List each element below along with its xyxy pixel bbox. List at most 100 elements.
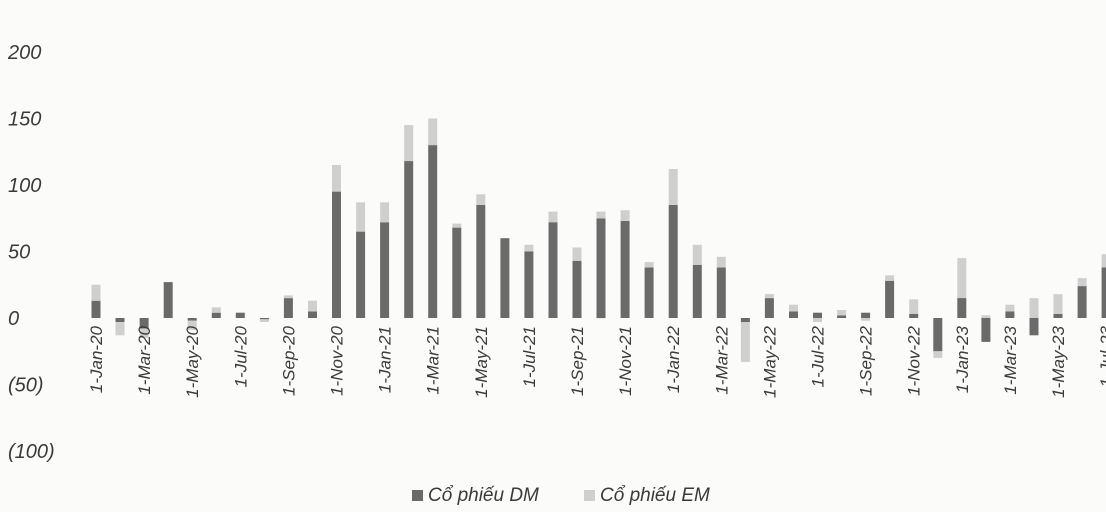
bar-dm — [572, 260, 582, 318]
x-tick-label: 1-Mar-22 — [712, 325, 731, 394]
x-tick-label: 1-May-22 — [760, 325, 779, 397]
bar-dm — [163, 282, 173, 318]
y-tick-label: (100) — [8, 441, 55, 463]
bar-em — [428, 118, 438, 146]
bar-dm — [1005, 311, 1015, 318]
bar-em — [524, 244, 534, 252]
y-tick-label: (50) — [8, 375, 44, 397]
bar-em — [957, 258, 967, 298]
bar-em — [716, 256, 726, 268]
legend-label-dm: Cổ phiếu DM — [428, 485, 539, 506]
bar-em — [91, 284, 101, 301]
bar-em — [476, 194, 486, 205]
x-tick-label: 1-Jan-21 — [376, 326, 395, 393]
bar-dm — [139, 318, 149, 329]
y-tick-label: 200 — [7, 42, 41, 64]
x-axis-tick-labels: 1-Jan-20 1-Mar-20 1-May-20 1-Jul-20 1-Sep-20… — [87, 325, 1106, 397]
bar-dm — [1029, 318, 1039, 336]
bar-em — [885, 275, 895, 281]
bar-em — [332, 165, 341, 192]
bar-em — [1005, 304, 1015, 312]
x-tick-label: 1-Nov-22 — [905, 325, 924, 395]
bar-dm — [1077, 286, 1087, 318]
x-tick-label: 1-May-20 — [183, 325, 202, 397]
bar-em — [813, 318, 822, 322]
x-tick-label: 1-Jul-20 — [231, 325, 250, 387]
y-tick-label: 50 — [8, 242, 30, 264]
bar-dm — [548, 222, 558, 318]
bar-dm — [620, 220, 630, 318]
bar-dm — [404, 161, 414, 318]
bar-dm — [356, 231, 366, 318]
x-tick-label: 1-Mar-23 — [1001, 325, 1020, 394]
bar-dm — [837, 315, 847, 318]
x-tick-label: 1-May-23 — [1049, 325, 1068, 397]
legend: Cổ phiếu DM Cổ phiếu EM — [412, 485, 710, 506]
bar-em — [861, 318, 871, 321]
legend-swatch-dm — [412, 490, 423, 501]
x-tick-label: 1-Mar-20 — [135, 325, 154, 394]
bar-dm — [764, 298, 774, 318]
x-tick-label: 1-Jan-22 — [664, 325, 683, 393]
bar-dm — [283, 298, 293, 318]
bar-em — [259, 319, 269, 322]
bar-em — [1053, 294, 1063, 314]
x-tick-label: 1-Sep-21 — [568, 326, 587, 396]
bar-dm — [813, 312, 822, 318]
x-tick-label: 1-Jan-20 — [87, 325, 106, 393]
bar-em — [909, 299, 919, 314]
bar-em — [764, 294, 774, 299]
x-tick-label: 1-Sep-20 — [279, 325, 298, 395]
bar-em — [1029, 298, 1039, 318]
legend-label-em: Cổ phiếu EM — [600, 485, 710, 506]
bar-dm — [476, 204, 486, 318]
bar-em — [644, 262, 654, 268]
x-tick-label: 1-Jul-22 — [809, 325, 828, 387]
bar-dm — [428, 145, 438, 318]
y-axis-tick-labels: 200 150 100 50 0 (50) (100) — [7, 42, 55, 463]
bar-em — [283, 295, 293, 299]
x-tick-label: 1-Nov-20 — [328, 325, 347, 395]
bar-em — [1077, 278, 1087, 287]
bar-dm — [692, 264, 702, 318]
x-tick-label: 1-Sep-22 — [857, 325, 876, 395]
bars-group — [91, 118, 1106, 362]
bar-em — [668, 169, 678, 205]
bar-dm — [933, 318, 943, 352]
bar-dm — [524, 251, 534, 318]
x-tick-label: 1-Jul-21 — [520, 326, 539, 387]
bar-em — [115, 322, 125, 336]
bar-em — [740, 322, 750, 362]
bar-em — [187, 320, 197, 330]
x-tick-label: 1-Jan-23 — [953, 325, 972, 393]
bar-dm — [115, 318, 125, 322]
bar-dm — [596, 218, 606, 319]
bar-dm — [308, 311, 317, 318]
y-tick-label: 0 — [8, 308, 19, 330]
bar-em — [692, 244, 702, 265]
bar-dm — [789, 311, 798, 318]
bar-dm — [740, 318, 750, 322]
bar-dm — [909, 314, 919, 318]
bar-em — [981, 315, 991, 318]
y-tick-label: 100 — [8, 175, 41, 197]
bar-dm — [981, 318, 991, 342]
legend-swatch-em — [584, 490, 595, 501]
bar-em — [1101, 254, 1106, 268]
x-tick-label: 1-Mar-21 — [424, 326, 443, 395]
bar-dm — [211, 312, 221, 318]
bar-em — [572, 247, 582, 261]
bar-dm — [644, 267, 654, 318]
bar-em — [933, 351, 943, 358]
bar-dm — [885, 280, 895, 318]
bar-dm — [380, 222, 390, 318]
bar-dm — [332, 191, 341, 318]
y-tick-label: 150 — [8, 109, 41, 131]
x-tick-label: 1-Jul-23 — [1097, 325, 1106, 387]
bar-dm — [716, 267, 726, 318]
bar-em — [596, 211, 606, 219]
bar-dm — [187, 318, 197, 321]
bar-em — [548, 211, 558, 223]
bar-em — [452, 223, 462, 228]
